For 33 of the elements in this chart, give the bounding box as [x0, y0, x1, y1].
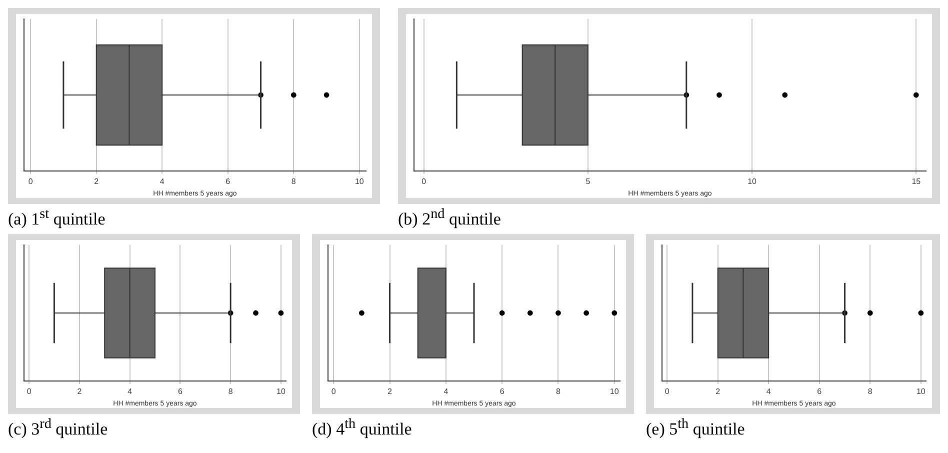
text: (c) 3$^{rd}$ quintile: [8, 416, 109, 440]
x-tick-label: 10: [354, 177, 364, 186]
x-tick-label: 8: [228, 387, 234, 396]
x-tick-label: 10: [748, 177, 758, 186]
text: (a) 1$^{st}$ quintile: [8, 206, 106, 230]
x-tick-label: 4: [160, 177, 165, 186]
x-tick-label: 0: [664, 387, 670, 396]
x-tick-label: 4: [444, 387, 449, 396]
x-tick-label: 6: [178, 387, 183, 396]
x-tick-label: 6: [226, 177, 231, 186]
x-tick-label: 2: [716, 387, 721, 396]
x-tick-label: 4: [128, 387, 133, 396]
x-tick-label: 2: [388, 387, 393, 396]
x-tick-label: 2: [77, 387, 82, 396]
x-tick-label: 10: [276, 387, 286, 396]
x-tick-label: 4: [766, 387, 772, 396]
x-tick-label: 6: [817, 387, 822, 396]
x-tick-label: 8: [556, 387, 562, 396]
x-tick-label: 10: [610, 387, 620, 396]
x-tick-label: 0: [28, 177, 34, 186]
x-tick-label: 8: [291, 177, 296, 186]
text: (b) 2$^{nd}$ quintile: [398, 206, 502, 230]
x-tick-label: 0: [331, 387, 336, 396]
x-tick-label: 8: [868, 387, 873, 396]
x-tick-label: 6: [500, 387, 505, 396]
text: (d) 4$^{th}$ quintile: [312, 416, 413, 440]
x-tick-label: 0: [26, 387, 32, 396]
x-tick-label: 5: [586, 177, 591, 186]
x-tick-label: 2: [94, 177, 100, 186]
x-tick-label: 0: [422, 177, 427, 186]
x-tick-label: 15: [912, 177, 922, 186]
x-tick-label: 10: [916, 387, 926, 396]
text: (e) 5$^{th}$ quintile: [646, 416, 746, 440]
